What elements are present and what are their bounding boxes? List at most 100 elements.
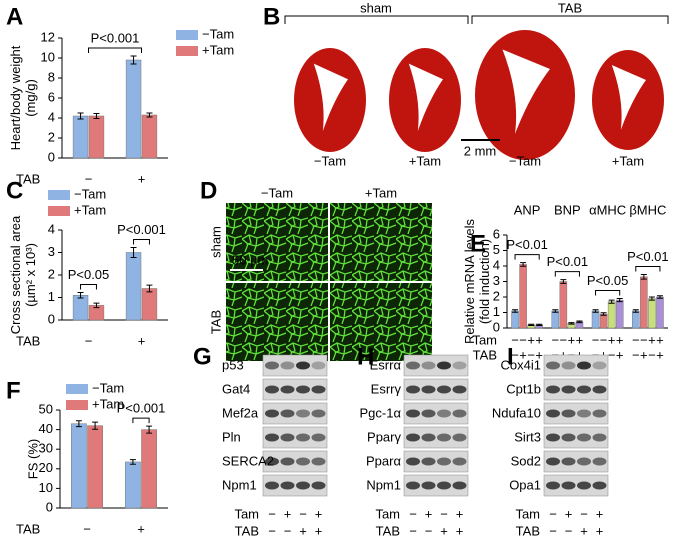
y-tick-label: 8 bbox=[48, 69, 55, 84]
error-bar bbox=[640, 274, 647, 280]
blot-band bbox=[406, 385, 420, 394]
error-bar bbox=[92, 421, 99, 430]
bracket bbox=[80, 284, 97, 290]
condition-label: −Tam bbox=[314, 153, 346, 168]
blot-band bbox=[311, 361, 326, 370]
blot-band bbox=[311, 481, 326, 490]
y-axis-label: (µm² x 10³) bbox=[23, 243, 38, 307]
y-axis-label: (mg/g) bbox=[23, 79, 38, 117]
error-bar bbox=[130, 55, 137, 65]
error-bar bbox=[93, 113, 100, 119]
error-bar bbox=[528, 323, 535, 327]
bar bbox=[125, 461, 141, 509]
y-tick-label: 4 bbox=[48, 109, 55, 124]
blot-row-label: Ndufa10 bbox=[492, 405, 541, 420]
scale-label: 2 mm bbox=[464, 143, 497, 158]
panel-label: D bbox=[200, 177, 217, 204]
micrograph-tile bbox=[226, 203, 328, 281]
row-sign: − bbox=[511, 347, 519, 362]
blot-strip bbox=[543, 426, 609, 449]
error-bar bbox=[608, 299, 615, 304]
p-value: P<0.001 bbox=[117, 222, 166, 237]
blot-band bbox=[592, 457, 607, 466]
error-bar bbox=[146, 112, 153, 118]
row-sign: + bbox=[315, 523, 323, 538]
blot-band bbox=[311, 409, 326, 418]
row-sign: − bbox=[549, 523, 557, 538]
micrograph-tile bbox=[226, 283, 328, 361]
row-label: TAB bbox=[516, 523, 540, 538]
blot-band bbox=[592, 409, 607, 418]
blot-row-label: Gat4 bbox=[222, 381, 250, 396]
row-sign: − bbox=[648, 347, 656, 362]
y-tick-label: 0 bbox=[493, 319, 500, 334]
y-axis-label: (fold induction) bbox=[477, 239, 492, 324]
bar bbox=[607, 301, 616, 329]
blot-strip bbox=[262, 426, 328, 449]
bar bbox=[656, 296, 664, 329]
bar bbox=[72, 115, 89, 159]
row-sign: + bbox=[596, 523, 604, 538]
row-sign: + bbox=[640, 347, 648, 362]
bracket bbox=[133, 239, 150, 245]
row-sign: − bbox=[552, 332, 560, 347]
p-value: P<0.05 bbox=[68, 267, 110, 282]
blot-band bbox=[561, 409, 576, 418]
row-sign: − bbox=[632, 332, 640, 347]
blot-band bbox=[296, 409, 310, 418]
blot-band bbox=[406, 481, 420, 490]
error-bar bbox=[656, 295, 663, 299]
row-label: Tam bbox=[515, 506, 540, 521]
blot-band bbox=[280, 361, 295, 370]
y-tick-label: 50 bbox=[39, 401, 53, 416]
column-label: −Tam bbox=[261, 185, 293, 200]
row-sign: + bbox=[535, 347, 543, 362]
blot-band bbox=[421, 409, 436, 418]
row-sign: − bbox=[608, 347, 616, 362]
blot-band bbox=[406, 361, 420, 370]
row-sign: − bbox=[560, 332, 568, 347]
legend-label: +Tam bbox=[92, 396, 124, 411]
blot-band bbox=[280, 433, 295, 442]
row-sign: − bbox=[284, 523, 292, 538]
blot-strip bbox=[262, 474, 328, 497]
blot-row-label: Mef2a bbox=[222, 405, 259, 420]
legend-label: −Tam bbox=[92, 380, 124, 395]
blot-row-label: SERCA2 bbox=[222, 453, 274, 468]
blot-band bbox=[452, 457, 467, 466]
blot-band bbox=[421, 385, 436, 394]
blot-strip bbox=[543, 354, 609, 377]
heart-cavity bbox=[502, 49, 550, 134]
blot-band bbox=[452, 385, 467, 394]
error-bar bbox=[146, 425, 153, 434]
row-sign: − bbox=[425, 523, 433, 538]
blot-band bbox=[546, 457, 560, 466]
blot-band bbox=[280, 409, 295, 418]
y-tick-label: 2 bbox=[48, 129, 55, 144]
bar bbox=[648, 298, 656, 329]
panel-label: G bbox=[193, 343, 212, 370]
y-axis-label: FS (%) bbox=[25, 439, 40, 479]
y-tick-label: 4 bbox=[48, 221, 55, 236]
category-label: − bbox=[85, 171, 93, 186]
row-sign: − bbox=[632, 347, 640, 362]
row-sign: + bbox=[456, 506, 464, 521]
bar bbox=[519, 264, 527, 329]
blot-strip bbox=[543, 402, 609, 425]
error-bar bbox=[130, 247, 137, 258]
blot-band bbox=[280, 457, 295, 466]
legend-label: +Tam bbox=[74, 202, 106, 217]
y-tick-label: 3 bbox=[48, 244, 55, 259]
bracket bbox=[595, 290, 621, 296]
error-bar bbox=[552, 309, 559, 313]
bar bbox=[125, 252, 142, 321]
error-bar bbox=[129, 459, 136, 465]
row-sign: + bbox=[608, 332, 616, 347]
error-bar bbox=[77, 112, 84, 120]
blot-band bbox=[265, 409, 279, 418]
row-label: Tam bbox=[234, 506, 259, 521]
row-sign: − bbox=[600, 332, 608, 347]
row-sign: − bbox=[409, 506, 417, 521]
